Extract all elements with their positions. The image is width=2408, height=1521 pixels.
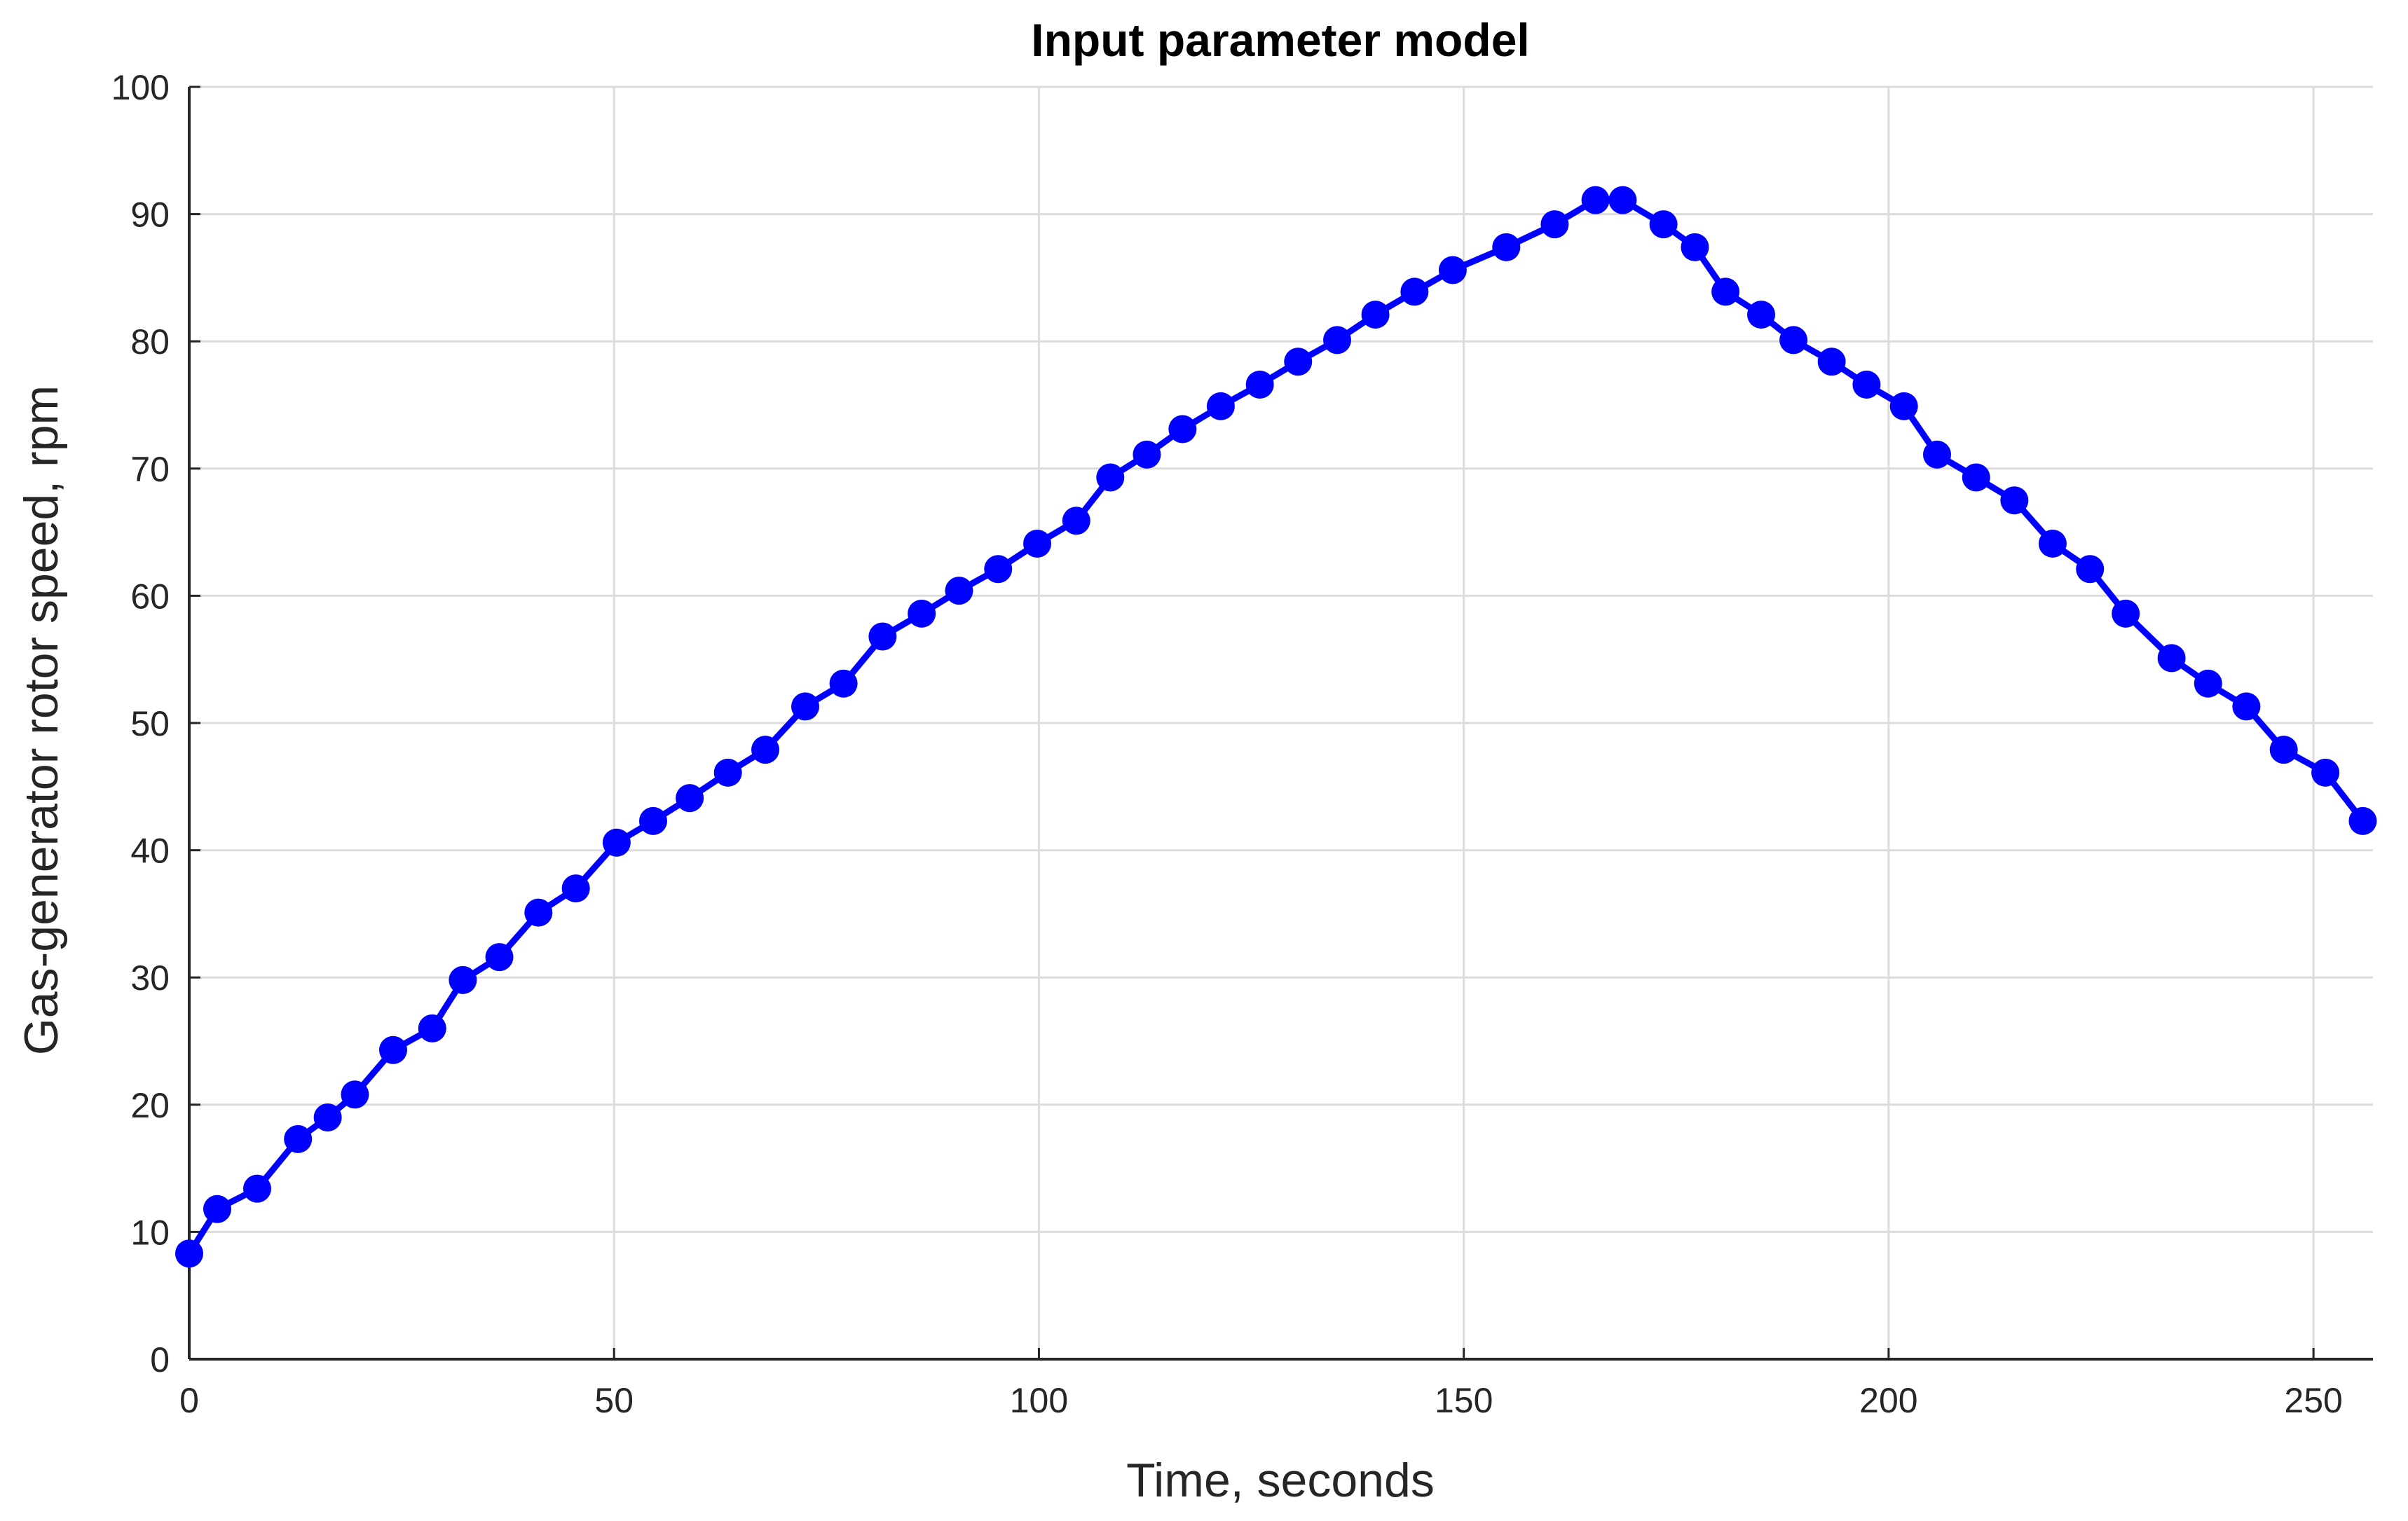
data-point <box>602 828 631 857</box>
x-tick-label: 150 <box>1435 1381 1493 1420</box>
data-point <box>1206 392 1235 420</box>
y-tick-label: 60 <box>130 577 170 616</box>
x-tick-label: 50 <box>594 1381 634 1420</box>
data-point <box>242 1174 271 1203</box>
data-point <box>1062 507 1090 535</box>
y-tick-label: 80 <box>130 322 170 362</box>
data-point <box>1681 233 1709 261</box>
tick-labels: 0 50 100 150 200 250 0 10 20 30 40 50 60 70 80 90 100 <box>111 68 2343 1420</box>
y-tick-label: 70 <box>130 450 170 489</box>
data-point <box>175 1239 203 1268</box>
y-axis-label: Gas-generator rotor speed, rpm <box>15 385 68 1055</box>
data-point <box>203 1195 232 1223</box>
data-point <box>2076 555 2105 584</box>
data-point <box>1852 370 1881 399</box>
data-point <box>1608 186 1637 214</box>
x-tick-label: 100 <box>1010 1381 1068 1420</box>
data-point <box>1168 415 1197 443</box>
data-point <box>341 1080 369 1109</box>
data-point <box>1245 370 1274 399</box>
data-point <box>1323 326 1352 355</box>
grid-lines <box>189 85 2373 1359</box>
data-point <box>1581 186 1610 214</box>
data-point <box>1889 392 1918 420</box>
y-tick-label: 0 <box>150 1340 170 1379</box>
data-point <box>485 943 514 972</box>
data-point <box>1540 210 1569 239</box>
data-point <box>2269 736 2298 764</box>
data-point <box>751 736 780 764</box>
data-point <box>449 965 477 994</box>
data-point <box>829 669 858 698</box>
series-line <box>186 197 2366 1255</box>
x-tick-label: 0 <box>179 1381 199 1420</box>
data-point <box>1923 440 1952 469</box>
data-point <box>791 692 820 721</box>
data-point <box>638 806 667 835</box>
data-series <box>175 186 2377 1268</box>
data-point <box>945 577 973 605</box>
data-point <box>676 784 704 813</box>
x-axis-label: Time, seconds <box>1126 1454 1435 1507</box>
data-point <box>1711 277 1740 306</box>
data-point <box>1284 347 1313 376</box>
y-tick-label: 20 <box>130 1086 170 1125</box>
data-point <box>561 874 590 903</box>
data-point <box>2232 692 2261 721</box>
data-point <box>1133 440 1161 469</box>
data-point <box>1361 301 1390 329</box>
data-point <box>2194 669 2222 698</box>
data-point <box>284 1124 313 1153</box>
data-point <box>1649 210 1678 239</box>
data-point <box>1779 326 1808 355</box>
chart-title: Input parameter model <box>1031 14 1529 66</box>
y-tick-label: 100 <box>111 68 170 107</box>
data-point <box>908 599 936 628</box>
axes <box>188 85 2373 1361</box>
data-point <box>1023 529 1052 558</box>
data-point <box>1096 463 1125 492</box>
data-point <box>2038 529 2067 558</box>
data-point <box>313 1103 342 1131</box>
data-point <box>1962 463 1990 492</box>
data-point <box>378 1035 407 1064</box>
y-tick-label: 90 <box>130 195 170 235</box>
data-point <box>2112 599 2140 628</box>
data-point <box>2000 486 2029 515</box>
data-point <box>524 898 553 927</box>
y-tick-label: 10 <box>130 1213 170 1252</box>
data-point <box>2157 644 2186 673</box>
data-point <box>2311 758 2340 787</box>
data-point <box>713 758 742 787</box>
x-tick-label: 200 <box>1859 1381 1917 1420</box>
data-point <box>1492 233 1521 261</box>
data-point <box>418 1014 446 1042</box>
data-point <box>1747 301 1776 329</box>
data-point <box>2348 806 2377 835</box>
y-tick-label: 30 <box>130 958 170 998</box>
data-point <box>1817 347 1846 376</box>
x-tick-label: 250 <box>2284 1381 2342 1420</box>
y-tick-label: 40 <box>130 832 170 871</box>
data-point <box>868 622 897 651</box>
y-tick-label: 50 <box>130 704 170 743</box>
data-point <box>984 555 1013 584</box>
data-point <box>1438 256 1467 284</box>
data-point <box>1400 277 1429 306</box>
